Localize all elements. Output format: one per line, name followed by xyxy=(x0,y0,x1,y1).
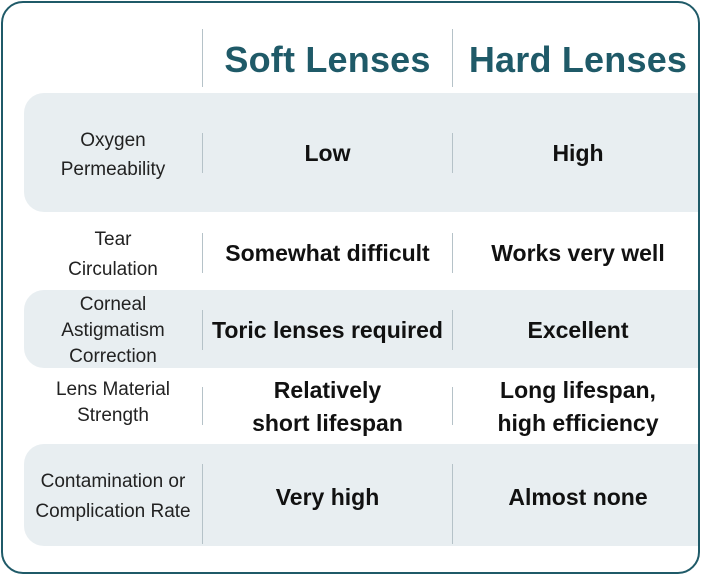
row-label-contamination-rate: Contamination or Complication Rate xyxy=(35,471,191,522)
row-label-astigmatism-correction: Corneal Astigmatism Correction xyxy=(61,294,165,367)
soft-astigmatism-value: Toric lenses required xyxy=(212,316,443,343)
row-label-material-strength: Lens Material Strength xyxy=(55,379,171,426)
row-divider-right xyxy=(452,464,453,544)
row-label-tear-circulation: Tear Circulation xyxy=(68,229,158,280)
row-label-oxygen-permeability: Oxygen Permeability xyxy=(60,130,166,180)
header-divider-left xyxy=(202,29,203,87)
row-background-oxygen xyxy=(24,93,698,212)
soft-strength-value: Relatively short lifespan xyxy=(252,377,403,436)
hard-oxygen-value: High xyxy=(552,139,604,166)
soft-contamination-value: Very high xyxy=(275,483,380,510)
soft-tear-value: Somewhat difficult xyxy=(225,239,430,266)
hard-contamination-value: Almost none xyxy=(508,483,648,510)
soft-oxygen-value: Low xyxy=(304,139,351,166)
hard-strength-value: Long lifespan, high efficiency xyxy=(497,377,659,436)
row-divider-left xyxy=(202,233,203,273)
row-divider-right xyxy=(452,233,453,273)
column-header-soft-lenses: Soft Lenses xyxy=(224,39,431,80)
header-divider-right xyxy=(452,29,453,87)
row-divider-left xyxy=(202,133,203,173)
row-divider-left xyxy=(202,310,203,350)
row-divider-left xyxy=(202,387,203,425)
row-divider-right xyxy=(452,133,453,173)
row-background-astigmatism xyxy=(24,290,698,368)
row-divider-right xyxy=(452,310,453,350)
hard-tear-value: Works very well xyxy=(491,239,665,266)
row-divider-right xyxy=(452,387,453,425)
row-divider-left xyxy=(202,464,203,544)
column-header-hard-lenses: Hard Lenses xyxy=(468,39,688,80)
row-background-contamination xyxy=(24,444,698,546)
hard-astigmatism-value: Excellent xyxy=(527,316,629,343)
